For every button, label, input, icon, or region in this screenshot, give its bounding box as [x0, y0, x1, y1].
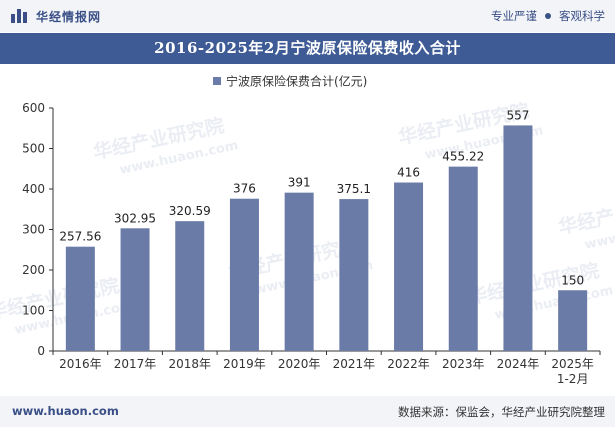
data-label: 376	[233, 182, 256, 196]
x-tick-label: 1-2月	[557, 372, 589, 386]
dot-separator-icon	[545, 13, 551, 19]
x-tick-label: 2021年	[333, 357, 376, 371]
bar	[175, 221, 205, 351]
y-tick-label: 300	[22, 223, 45, 237]
logo-icon	[10, 7, 28, 25]
watermark-text: 华经产业研究院	[556, 189, 615, 239]
y-tick-label: 100	[22, 304, 45, 318]
slogan: 专业严谨 客观科学	[491, 8, 605, 24]
bar	[503, 125, 533, 351]
data-label: 320.59	[169, 204, 211, 218]
y-tick-label: 500	[22, 142, 45, 156]
footer: www.huaon.com 数据来源：保监会，华经产业研究院整理	[0, 396, 615, 427]
data-label: 257.56	[59, 230, 101, 244]
data-source: 数据来源：保监会，华经产业研究院整理	[398, 405, 605, 419]
data-label: 302.95	[114, 211, 156, 225]
legend-label: 宁波原保险保费合计(亿元)	[226, 74, 367, 89]
legend-swatch	[213, 77, 221, 85]
x-tick-label: 2017年	[114, 357, 157, 371]
x-tick-label: 2024年	[497, 357, 540, 371]
bar	[339, 199, 369, 351]
y-tick-label: 600	[22, 101, 45, 115]
x-tick-label: 2020年	[278, 357, 321, 371]
legend: 宁波原保险保费合计(亿元)	[213, 74, 367, 89]
bar	[65, 246, 95, 351]
x-tick-label: 2022年	[387, 357, 430, 371]
bar	[394, 182, 424, 351]
x-tick-label: 2018年	[168, 357, 211, 371]
slogan-right: 客观科学	[559, 9, 605, 23]
bar	[558, 290, 588, 351]
bar	[229, 198, 259, 351]
data-label: 150	[561, 273, 584, 287]
y-tick-label: 400	[22, 182, 45, 196]
data-label: 557	[506, 108, 529, 122]
bar	[284, 192, 314, 351]
y-tick-label: 0	[37, 344, 45, 358]
chart-title: 2016-2025年2月宁波原保险保费收入合计	[154, 39, 461, 57]
bars	[65, 125, 588, 351]
data-label: 391	[288, 176, 311, 190]
x-tick-label: 2025年	[551, 357, 594, 371]
slogan-left: 专业严谨	[491, 9, 537, 23]
brand[interactable]: 华经情报网	[10, 7, 101, 25]
data-label: 416	[397, 166, 420, 180]
data-label: 375.1	[337, 182, 371, 196]
x-tick-label: 2019年	[223, 357, 266, 371]
bar	[120, 228, 150, 351]
title-bar: 2016-2025年2月宁波原保险保费收入合计	[0, 33, 615, 64]
data-label: 455.22	[442, 150, 484, 164]
y-tick-label: 200	[22, 263, 45, 277]
x-tick-label: 2023年	[442, 357, 485, 371]
website-link[interactable]: www.huaon.com	[12, 404, 119, 418]
brand-name: 华经情报网	[36, 9, 102, 24]
x-tick-label: 2016年	[59, 357, 102, 371]
data-labels: 257.56 302.95 320.59 376 391 375.1 416 455.22 55…	[59, 108, 584, 287]
top-bar: 华经情报网 专业严谨 客观科学	[0, 0, 615, 32]
bar	[448, 166, 478, 351]
